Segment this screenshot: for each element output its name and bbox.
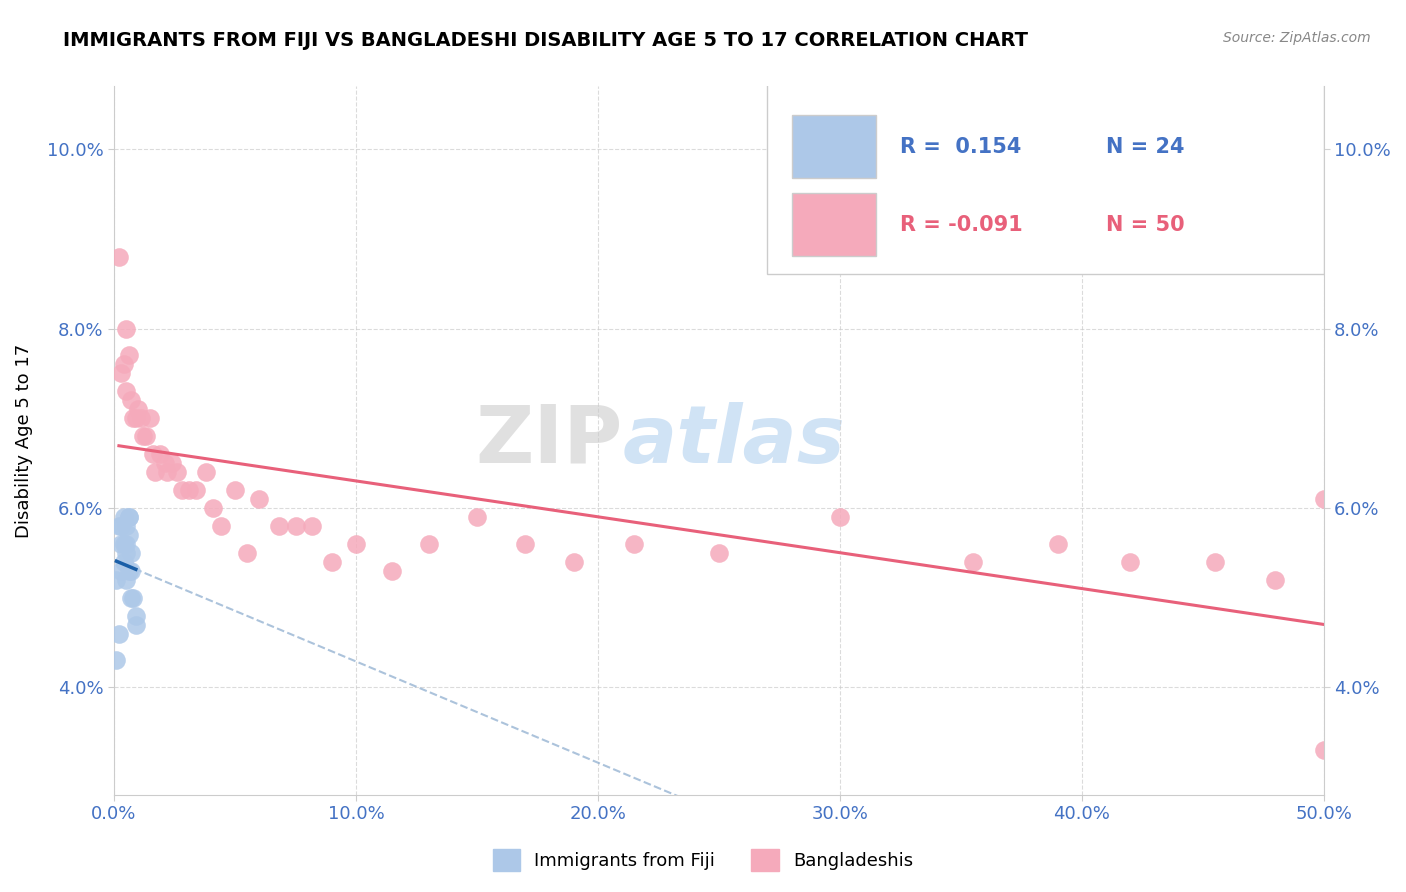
Point xyxy=(112,537,135,551)
Point xyxy=(247,491,270,506)
FancyBboxPatch shape xyxy=(792,193,876,256)
Point xyxy=(105,653,128,667)
Point xyxy=(110,519,132,533)
Point xyxy=(117,528,139,542)
Point xyxy=(108,519,131,533)
Point xyxy=(224,483,246,497)
Point xyxy=(562,555,585,569)
Point xyxy=(267,519,290,533)
Point xyxy=(1204,555,1226,569)
Point xyxy=(127,402,149,417)
Point xyxy=(115,573,138,587)
Point xyxy=(321,555,343,569)
Point xyxy=(209,519,232,533)
Point xyxy=(105,573,128,587)
Point xyxy=(115,546,138,560)
Point xyxy=(115,519,138,533)
Point xyxy=(117,349,139,363)
Text: atlas: atlas xyxy=(623,401,845,480)
Point xyxy=(177,483,200,497)
Point xyxy=(418,537,440,551)
Point xyxy=(160,456,183,470)
Point xyxy=(120,564,142,578)
Point xyxy=(1264,573,1286,587)
Text: Source: ZipAtlas.com: Source: ZipAtlas.com xyxy=(1223,31,1371,45)
Point xyxy=(623,537,645,551)
Point xyxy=(122,591,145,605)
Y-axis label: Disability Age 5 to 17: Disability Age 5 to 17 xyxy=(15,343,32,538)
Point xyxy=(202,500,225,515)
Point xyxy=(1046,537,1069,551)
Point xyxy=(108,626,131,640)
Point xyxy=(1313,491,1336,506)
Point xyxy=(115,384,138,399)
Point xyxy=(117,564,139,578)
Point xyxy=(112,510,135,524)
Point xyxy=(236,546,259,560)
Point xyxy=(149,447,172,461)
Point xyxy=(465,510,488,524)
FancyBboxPatch shape xyxy=(768,83,1324,274)
Point xyxy=(115,537,138,551)
Point xyxy=(110,564,132,578)
Text: N = 50: N = 50 xyxy=(1107,215,1185,235)
Point xyxy=(1119,555,1142,569)
Point xyxy=(170,483,193,497)
Text: ZIP: ZIP xyxy=(475,401,623,480)
Point xyxy=(166,465,188,479)
Text: N = 24: N = 24 xyxy=(1107,136,1185,157)
Point xyxy=(125,608,148,623)
Point xyxy=(110,367,132,381)
Text: IMMIGRANTS FROM FIJI VS BANGLADESHI DISABILITY AGE 5 TO 17 CORRELATION CHART: IMMIGRANTS FROM FIJI VS BANGLADESHI DISA… xyxy=(63,31,1028,50)
Point xyxy=(129,411,152,425)
Point xyxy=(132,429,155,443)
Point xyxy=(122,411,145,425)
Point xyxy=(143,465,166,479)
Point xyxy=(962,555,984,569)
Point xyxy=(110,537,132,551)
Point xyxy=(112,358,135,372)
Point xyxy=(115,321,138,335)
Point xyxy=(301,519,323,533)
Point xyxy=(117,510,139,524)
Point xyxy=(344,537,367,551)
Legend: Immigrants from Fiji, Bangladeshis: Immigrants from Fiji, Bangladeshis xyxy=(485,842,921,879)
Point xyxy=(707,546,730,560)
Point xyxy=(139,411,162,425)
Point xyxy=(381,564,404,578)
FancyBboxPatch shape xyxy=(792,115,876,178)
Point xyxy=(142,447,165,461)
Point xyxy=(125,617,148,632)
Point xyxy=(108,250,131,264)
Point xyxy=(1313,743,1336,757)
Point xyxy=(120,393,142,408)
Point xyxy=(284,519,307,533)
Point xyxy=(120,546,142,560)
Text: R = -0.091: R = -0.091 xyxy=(900,215,1024,235)
Point xyxy=(186,483,208,497)
Point xyxy=(112,555,135,569)
Point xyxy=(153,456,176,470)
Point xyxy=(134,429,156,443)
Point xyxy=(125,411,148,425)
Point xyxy=(120,591,142,605)
Text: R =  0.154: R = 0.154 xyxy=(900,136,1022,157)
Point xyxy=(195,465,218,479)
Point xyxy=(117,510,139,524)
Point xyxy=(515,537,537,551)
Point xyxy=(156,465,179,479)
Point xyxy=(828,510,851,524)
